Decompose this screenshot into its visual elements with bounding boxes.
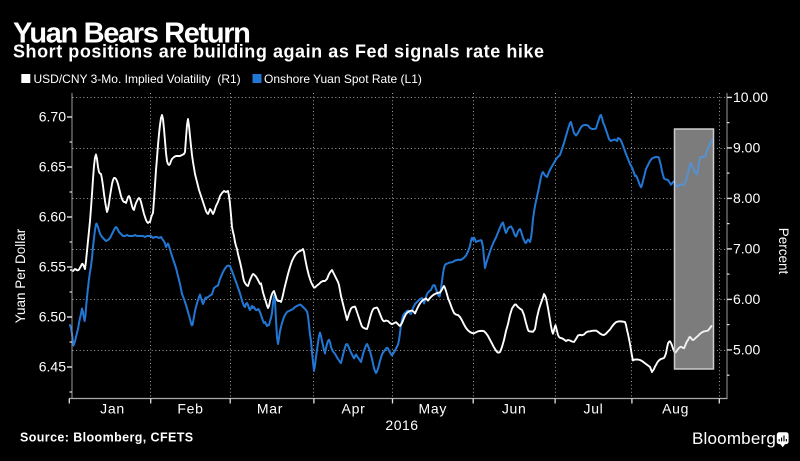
svg-text:Bloomberg: Bloomberg [692,429,776,448]
svg-text:Mar: Mar [257,401,283,417]
svg-text:2016: 2016 [385,417,418,433]
svg-text:Onshore Yuan Spot Rate (L1): Onshore Yuan Spot Rate (L1) [264,72,422,86]
svg-text:Source: Bloomberg, CFETS: Source: Bloomberg, CFETS [20,431,194,445]
svg-text:Yuan Per Dollar: Yuan Per Dollar [13,228,28,323]
svg-text:Jan: Jan [100,401,125,417]
svg-text:Apr: Apr [342,401,366,417]
svg-text:Aug: Aug [662,401,689,417]
svg-text:7.00: 7.00 [733,241,760,257]
svg-text:Jun: Jun [502,401,527,417]
svg-text:6.70: 6.70 [39,109,66,125]
svg-text:6.45: 6.45 [39,359,66,375]
svg-text:Percent: Percent [776,228,791,275]
svg-text:6.60: 6.60 [39,209,66,225]
svg-text:8.00: 8.00 [733,190,760,206]
svg-text:9.00: 9.00 [733,140,760,156]
svg-text:Feb: Feb [177,401,203,417]
svg-text:10.00: 10.00 [733,89,768,105]
svg-text:USD/CNY 3-Mo. Implied Volatili: USD/CNY 3-Mo. Implied Volatility (R1) [34,72,241,86]
svg-text:May: May [419,401,448,417]
svg-text:6.00: 6.00 [733,291,760,307]
svg-text:Short positions are building a: Short positions are building again as Fe… [13,42,545,62]
svg-text:Jul: Jul [584,401,604,417]
svg-text:5.00: 5.00 [733,342,760,358]
svg-text:6.50: 6.50 [39,309,66,325]
svg-text:6.55: 6.55 [39,259,66,275]
svg-text:Yuan Bears Return: Yuan Bears Return [13,18,250,50]
svg-text:6.65: 6.65 [39,159,66,175]
